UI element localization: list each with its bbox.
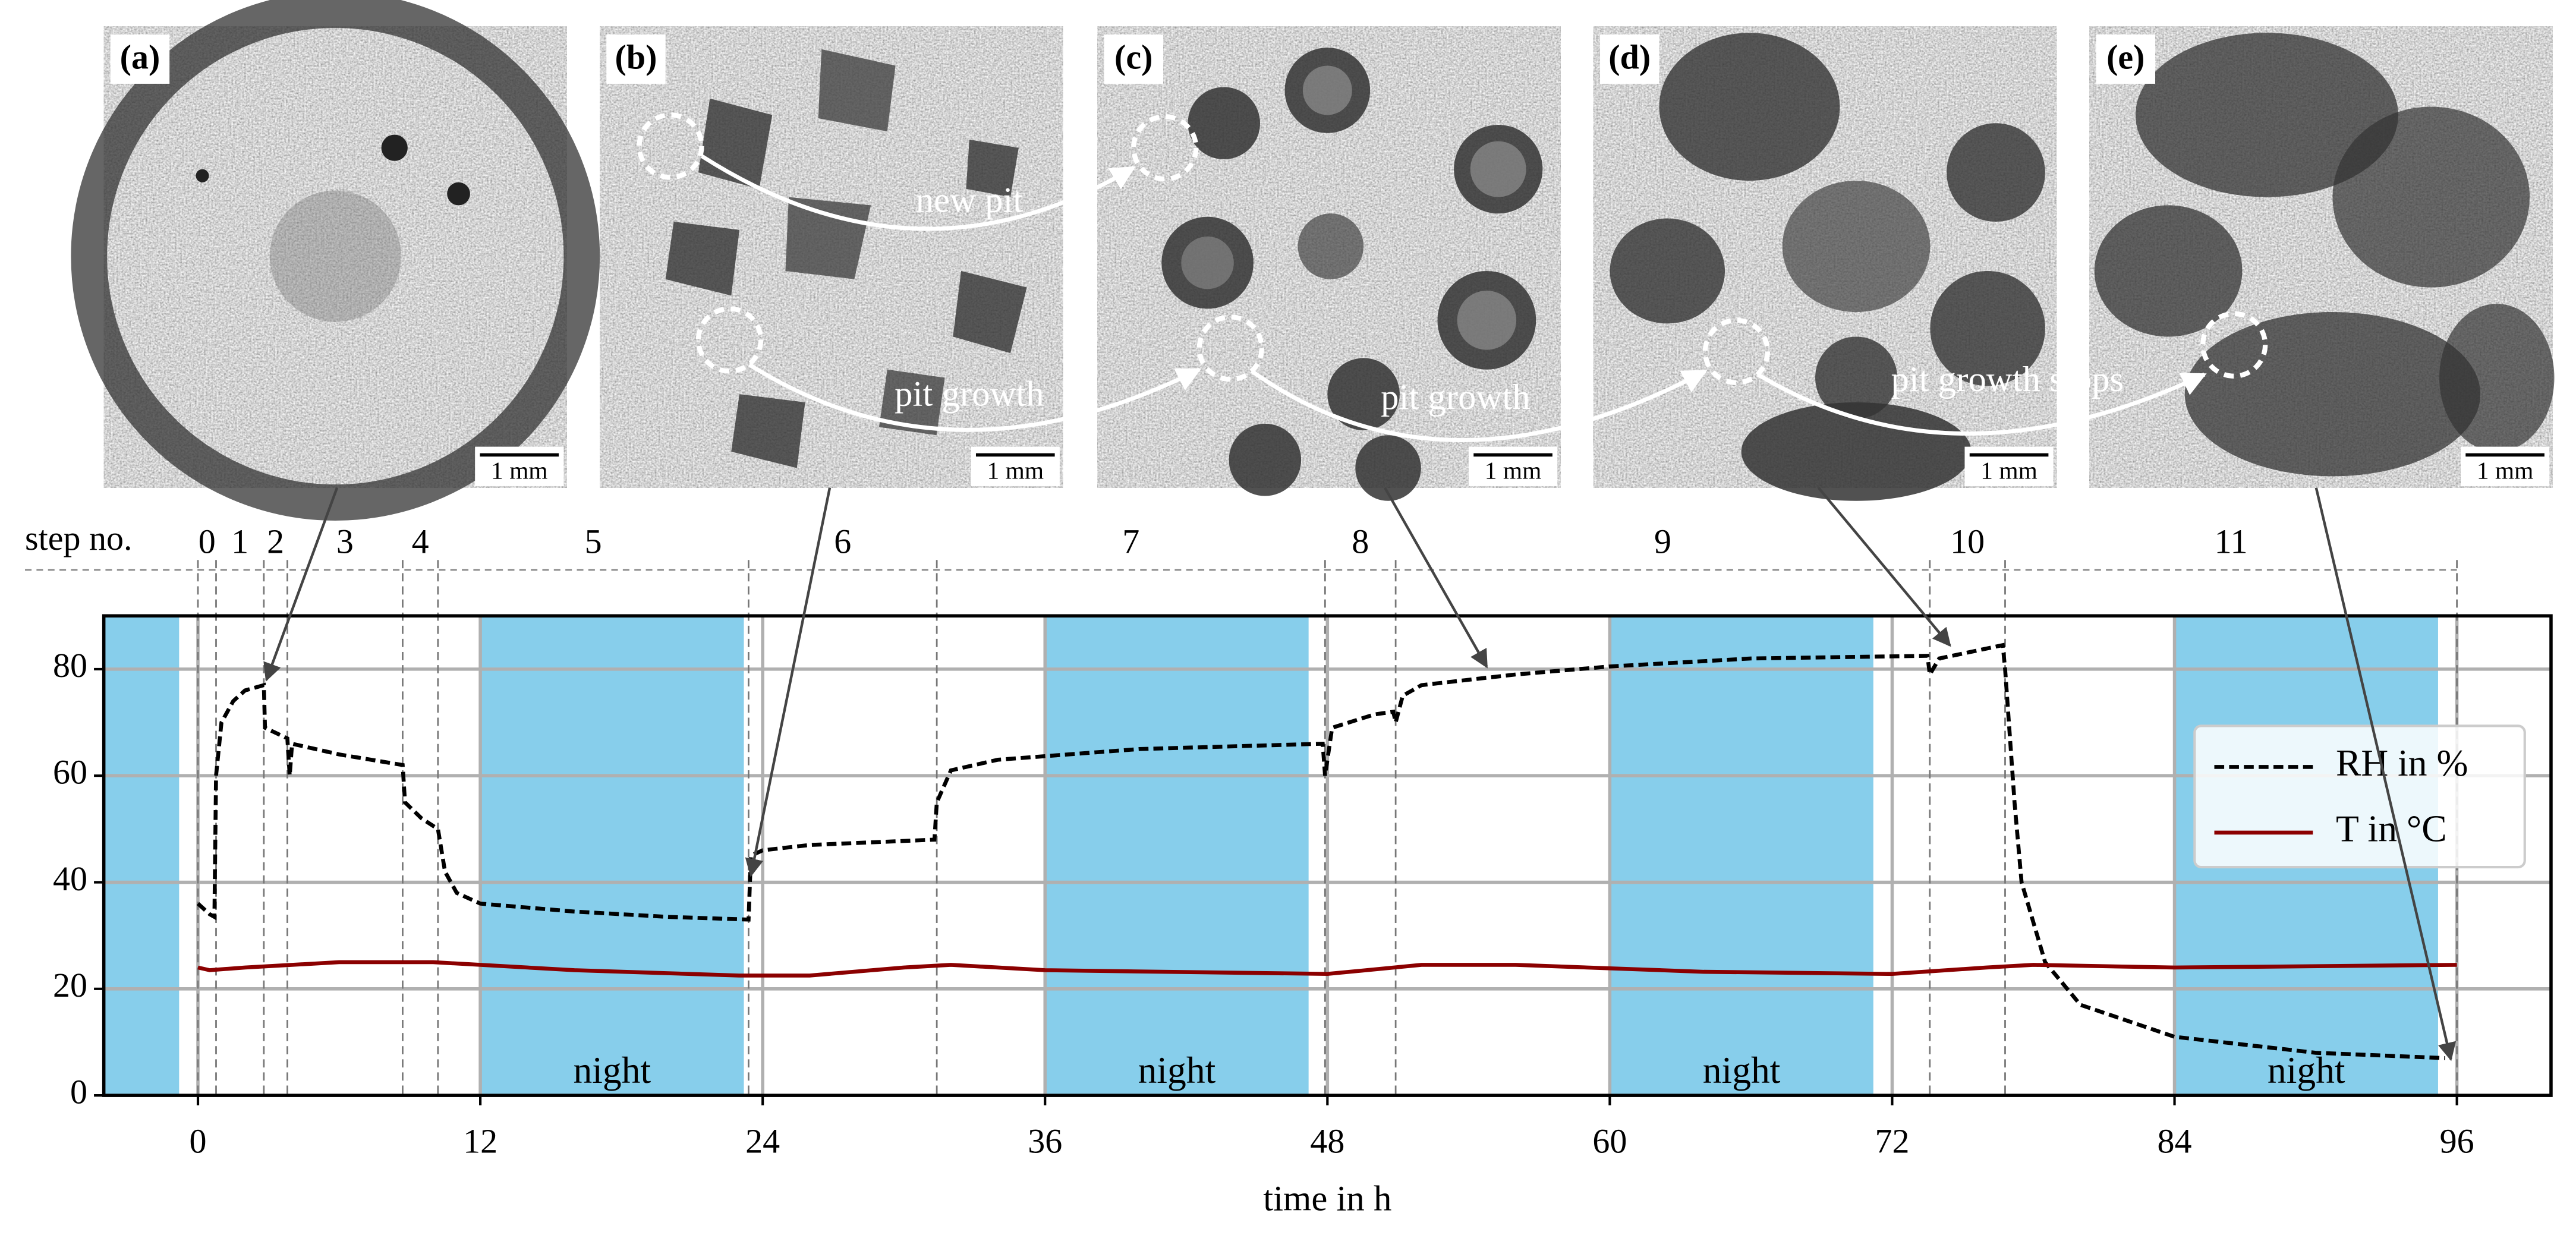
panel-image	[1593, 26, 2057, 501]
night-label: night	[1703, 1049, 1781, 1091]
x-tick-label: 48	[1310, 1121, 1344, 1160]
x-tick-label: 24	[745, 1121, 780, 1160]
plot-frame	[102, 614, 2553, 1097]
panel-label: (a)	[120, 38, 160, 77]
legend-label: T in °C	[2336, 808, 2447, 850]
step-name: 10	[1950, 522, 1985, 561]
x-tick-label: 12	[463, 1121, 497, 1160]
scale-label: 1 mm	[2477, 456, 2534, 484]
night-band	[1610, 616, 1873, 1096]
legend-label: RH in %	[2336, 742, 2468, 784]
image-panels	[71, 0, 2555, 521]
scale-label: 1 mm	[1980, 456, 2038, 484]
panel-label: (c)	[1114, 38, 1152, 77]
step-name: 11	[2215, 522, 2248, 561]
annotation: pit growth stops	[1891, 360, 2124, 399]
annotation: pit growth	[895, 374, 1044, 414]
step-name: 2	[267, 522, 284, 561]
scale-box	[971, 446, 1060, 486]
panel-label: (b)	[615, 38, 657, 77]
step-name: 8	[1352, 522, 1369, 561]
scale-label: 1 mm	[1485, 456, 1542, 484]
panel-label: (e)	[2106, 38, 2144, 77]
x-tick-label: 72	[1875, 1121, 1909, 1160]
scale-box	[2460, 446, 2550, 486]
x-tick-label: 36	[1028, 1121, 1062, 1160]
annotation: new pit	[916, 181, 1024, 220]
night-label: night	[2268, 1049, 2345, 1091]
y-tick-label: 80	[53, 646, 87, 685]
series-line	[197, 960, 2457, 978]
annotation: pit growth	[1381, 377, 1531, 417]
panel-label: (d)	[1608, 38, 1651, 77]
scale-box	[475, 446, 564, 486]
panel-image	[1097, 26, 1561, 501]
panel-arrows	[700, 154, 2207, 443]
step-name: 3	[336, 522, 354, 561]
step-name: 5	[585, 522, 602, 561]
scale-label: 1 mm	[491, 456, 548, 484]
y-tick-label: 60	[53, 753, 87, 792]
panel-image	[2089, 26, 2555, 488]
x-tick-label: 0	[190, 1121, 207, 1160]
step-name: 0	[199, 522, 216, 561]
x-tick-label: 96	[2440, 1121, 2474, 1160]
night-label: night	[573, 1049, 651, 1091]
step-name: 6	[834, 522, 851, 561]
panel-label-box	[1600, 34, 1659, 84]
panel-image	[600, 26, 1063, 488]
y-tick-label: 40	[53, 859, 87, 898]
y-tick-label: 0	[70, 1072, 87, 1111]
night-band	[480, 616, 744, 1096]
scale-label: 1 mm	[987, 456, 1044, 484]
step-name: 7	[1122, 522, 1139, 561]
connector-arrows	[263, 487, 2457, 1061]
step-name: 9	[1654, 522, 1671, 561]
markers	[637, 112, 2268, 385]
x-axis-label: time in h	[1263, 1179, 1391, 1219]
panel-label-box	[606, 34, 666, 84]
panel-label-box	[110, 34, 170, 84]
series-line	[196, 642, 2445, 1060]
step-label: step no.	[25, 519, 132, 557]
x-tick-label: 84	[2158, 1121, 2192, 1160]
step-name: 1	[231, 522, 248, 561]
step-name: 4	[412, 522, 429, 561]
scale-box	[1468, 446, 1558, 486]
scale-box	[1964, 446, 2054, 486]
panel-label-box	[2096, 34, 2156, 84]
x-tick-label: 60	[1592, 1121, 1627, 1160]
night-band	[103, 616, 179, 1096]
panel-label-box	[1104, 34, 1163, 84]
panel-image	[71, 0, 600, 521]
y-tick-label: 20	[53, 966, 87, 1004]
night-label: night	[1138, 1049, 1216, 1091]
night-band	[1045, 616, 1309, 1096]
